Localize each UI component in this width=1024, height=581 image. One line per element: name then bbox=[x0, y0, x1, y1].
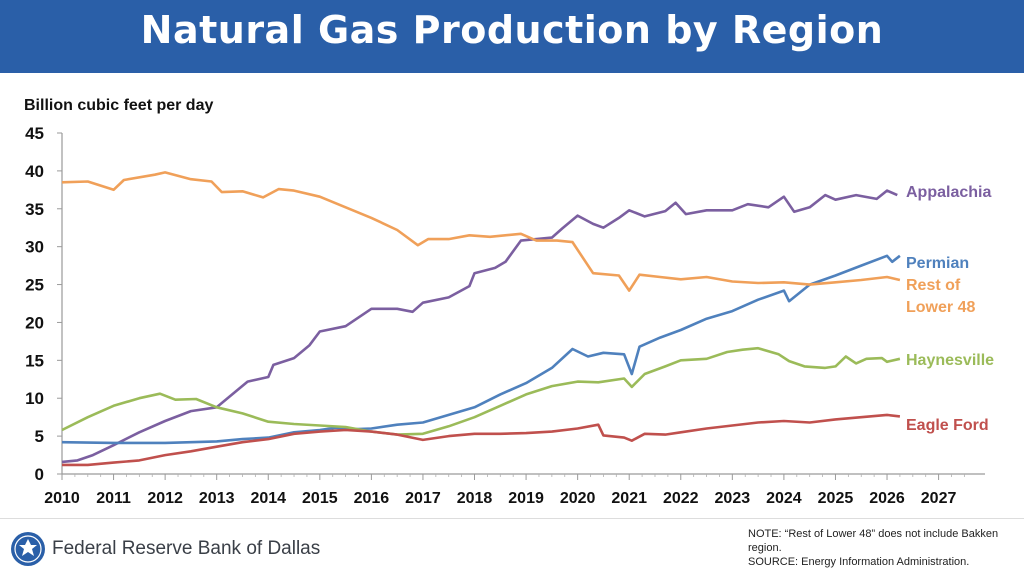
federal-reserve-seal-icon bbox=[11, 532, 45, 566]
y-tick-label: 40 bbox=[25, 162, 44, 181]
x-tick-label: 2025 bbox=[818, 490, 854, 507]
x-tick-label: 2016 bbox=[354, 490, 390, 507]
x-tick-label: 2026 bbox=[869, 490, 905, 507]
y-tick-label: 30 bbox=[25, 238, 44, 257]
x-tick-label: 2023 bbox=[715, 490, 751, 507]
y-tick-label: 10 bbox=[25, 389, 44, 408]
title-banner: Natural Gas Production by Region bbox=[0, 0, 1024, 73]
y-tick-label: 5 bbox=[35, 427, 44, 446]
footnote: NOTE: “Rest of Lower 48” does not includ… bbox=[748, 527, 1018, 569]
footer-divider bbox=[0, 518, 1024, 519]
series-label-rest-of-lower-48: Lower 48 bbox=[906, 299, 975, 316]
x-tick-label: 2019 bbox=[508, 490, 544, 507]
x-tick-label: 2014 bbox=[250, 490, 286, 507]
x-tick-label: 2015 bbox=[302, 490, 338, 507]
x-tick-label: 2020 bbox=[560, 490, 596, 507]
x-tick-label: 2021 bbox=[611, 490, 647, 507]
y-tick-label: 20 bbox=[25, 313, 44, 332]
series-line-haynesville bbox=[61, 346, 901, 436]
x-tick-label: 2018 bbox=[457, 490, 493, 507]
x-tick-label: 2022 bbox=[663, 490, 699, 507]
y-axis-units-label: Billion cubic feet per day bbox=[24, 97, 214, 114]
series-line-eagle-ford bbox=[62, 413, 901, 467]
x-tick-label: 2027 bbox=[921, 490, 957, 507]
x-tick-label: 2024 bbox=[766, 490, 802, 507]
x-tick-label: 2012 bbox=[147, 490, 183, 507]
series-label-rest-of-lower-48: Rest of bbox=[906, 277, 961, 294]
series-label-eagle-ford: Eagle Ford bbox=[906, 417, 989, 434]
x-tick-label: 2017 bbox=[405, 490, 441, 507]
x-tick-label: 2013 bbox=[199, 490, 235, 507]
y-tick-label: 0 bbox=[35, 465, 44, 484]
y-tick-label: 15 bbox=[25, 351, 44, 370]
series-line-appalachia bbox=[61, 189, 898, 464]
series-line-rest-of-lower-48 bbox=[61, 171, 901, 292]
y-tick-label: 25 bbox=[25, 276, 44, 295]
x-tick-label: 2010 bbox=[44, 490, 80, 507]
series-label-haynesville: Haynesville bbox=[906, 352, 994, 369]
page-title: Natural Gas Production by Region bbox=[140, 8, 884, 52]
x-tick-label: 2011 bbox=[96, 490, 131, 507]
y-tick-label: 45 bbox=[25, 124, 44, 143]
y-tick-label: 35 bbox=[25, 200, 44, 219]
footnote-source: SOURCE: Energy Information Administratio… bbox=[748, 556, 970, 568]
series-line-permian bbox=[61, 254, 901, 445]
series-label-appalachia: Appalachia bbox=[906, 184, 991, 201]
footnote-note: NOTE: “Rest of Lower 48” does not includ… bbox=[748, 528, 999, 554]
organization-name: Federal Reserve Bank of Dallas bbox=[52, 538, 321, 559]
series-label-permian: Permian bbox=[906, 255, 969, 272]
